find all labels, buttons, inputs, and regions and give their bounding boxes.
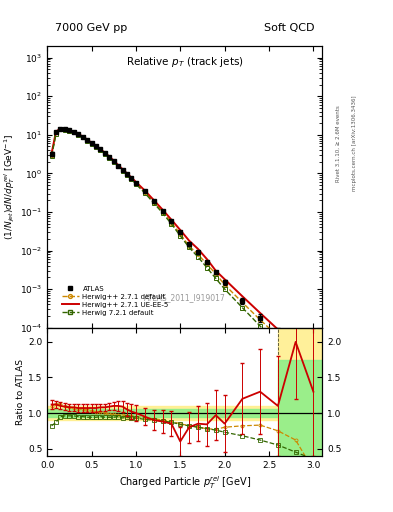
Y-axis label: $(1/N_{jet})dN/dp_T^{rel}$ [GeV$^{-1}$]: $(1/N_{jet})dN/dp_T^{rel}$ [GeV$^{-1}$] bbox=[2, 134, 17, 240]
Text: ATLAS_2011_I919017: ATLAS_2011_I919017 bbox=[144, 293, 226, 302]
Text: 7000 GeV pp: 7000 GeV pp bbox=[55, 23, 127, 33]
Bar bbox=[47, 410, 278, 417]
Legend: ATLAS, Herwig++ 2.7.1 default, Herwig++ 2.7.1 UE-EE-5, Herwig 7.2.1 default: ATLAS, Herwig++ 2.7.1 default, Herwig++ … bbox=[59, 283, 171, 318]
Bar bbox=[47, 406, 278, 420]
Text: mcplots.cern.ch [arXiv:1306.3436]: mcplots.cern.ch [arXiv:1306.3436] bbox=[352, 96, 357, 191]
Bar bbox=[278, 359, 322, 456]
Bar bbox=[278, 328, 322, 456]
Text: Rivet 3.1.10, ≥ 2.6M events: Rivet 3.1.10, ≥ 2.6M events bbox=[336, 105, 341, 182]
Text: Relative $p_T$ (track jets): Relative $p_T$ (track jets) bbox=[126, 55, 244, 69]
X-axis label: Charged Particle $p_T^{rel}$ [GeV]: Charged Particle $p_T^{rel}$ [GeV] bbox=[119, 474, 251, 490]
Text: Soft QCD: Soft QCD bbox=[264, 23, 314, 33]
Y-axis label: Ratio to ATLAS: Ratio to ATLAS bbox=[16, 359, 25, 424]
